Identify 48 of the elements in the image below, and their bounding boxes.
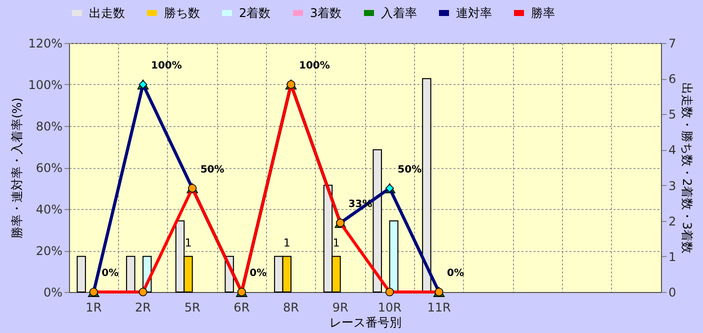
x-tick-label: 8R: [283, 300, 299, 314]
data-label: 0%: [102, 268, 119, 279]
y-tick-label: 0%: [43, 286, 62, 300]
data-label: 1: [332, 236, 340, 250]
data-label: 50%: [398, 164, 422, 176]
legend-label: 出走数: [89, 6, 125, 20]
legend-label: 連対率: [456, 6, 492, 20]
legend-label: 入着率: [381, 6, 417, 20]
y-axis-title: 勝率・連対率・入着率(%): [10, 98, 24, 238]
y-tick-label: 40%: [36, 202, 62, 216]
y-tick-label: 20%: [36, 244, 62, 258]
y2-tick-label: 2: [668, 214, 676, 228]
x-tick-label: 10R: [378, 300, 402, 314]
x-tick-label: 2R: [135, 300, 151, 314]
y-tick-label: 60%: [36, 161, 62, 175]
data-label: 100%: [299, 60, 330, 72]
y2-tick-label: 3: [668, 178, 676, 193]
y-tick-label: 80%: [36, 120, 62, 134]
legend-label: 3着数: [310, 6, 342, 20]
data-label: 100%: [151, 60, 182, 72]
y2-tick-label: 5: [668, 108, 676, 122]
y2-tick-label: 0: [668, 286, 676, 300]
x-tick-label: 1R: [86, 300, 102, 314]
legend-label: 2着数: [239, 6, 271, 20]
y2-tick-label: 4: [668, 143, 676, 158]
data-label: 0%: [447, 268, 464, 279]
y2-axis-title: 出走数・勝ち数・2着数・3着数: [680, 82, 694, 254]
x-axis-title: レース番号別: [330, 316, 402, 330]
bar: [389, 220, 398, 292]
data-label: 50%: [200, 164, 224, 176]
y-tick-label: 120%: [28, 36, 62, 50]
data-label: 0%: [250, 268, 267, 279]
legend-label: 勝ち数: [164, 6, 200, 20]
y2-tick-label: 1: [668, 250, 676, 264]
bar: [422, 78, 432, 292]
legend-label: 勝率: [531, 6, 555, 20]
x-tick-label: 9R: [332, 300, 348, 314]
y-tick-label: 100%: [28, 78, 62, 92]
x-tick-label: 11R: [427, 300, 451, 314]
bar: [372, 149, 382, 292]
x-tick-label: 6R: [234, 300, 250, 314]
data-label: 1: [184, 236, 192, 250]
y2-tick-label: 7: [668, 36, 676, 50]
y2-tick-label: 6: [668, 72, 676, 86]
data-label: 1: [283, 236, 290, 250]
bar: [76, 256, 86, 292]
x-tick-label: 5R: [184, 300, 200, 314]
bar: [126, 256, 136, 292]
